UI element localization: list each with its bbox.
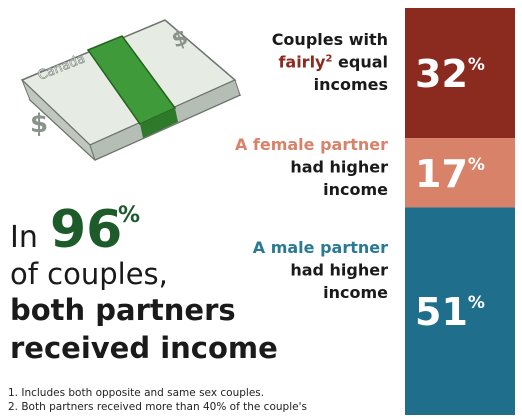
- segment-label: income: [323, 283, 388, 302]
- label-part: A male partner: [253, 238, 388, 257]
- label-part: Couples with: [272, 30, 388, 49]
- label-part: 2: [325, 54, 332, 65]
- segment-label: fairly2 equal: [278, 53, 388, 72]
- segment-label: incomes: [314, 75, 388, 94]
- value-label: 51%: [415, 290, 485, 334]
- bar-segment: [405, 8, 515, 139]
- label-part: fairly: [278, 53, 326, 72]
- value-label: 17%: [415, 152, 485, 196]
- segment-label: had higher: [290, 261, 388, 280]
- bar-segment: [405, 207, 515, 415]
- footnote: 2. Both partners received more than 40% …: [8, 401, 307, 413]
- label-part: A female partner: [235, 135, 388, 154]
- bill-symbol: $: [30, 109, 48, 139]
- headline-line: of couples,: [10, 257, 168, 291]
- headline-unit: %: [118, 203, 140, 228]
- value-number: 51: [415, 290, 468, 334]
- headline-value: 96: [50, 200, 122, 260]
- bar-segment: [405, 138, 515, 208]
- headline-line: both partners: [10, 293, 236, 327]
- value-number: 17: [415, 152, 468, 196]
- segment-label: had higher: [290, 158, 388, 177]
- value-label: 32%: [415, 52, 485, 96]
- label-part: had higher: [290, 261, 388, 280]
- segment-label: Couples with: [272, 30, 388, 49]
- headline-line: received income: [10, 331, 278, 365]
- value-number: 32: [415, 52, 468, 96]
- value-unit: %: [468, 55, 485, 75]
- label-part: had higher: [290, 158, 388, 177]
- footnote: 1. Includes both opposite and same sex c…: [8, 387, 264, 399]
- label-part: incomes: [314, 75, 388, 94]
- label-part: income: [323, 283, 388, 302]
- segment-label: A female partner: [235, 135, 388, 154]
- value-unit: %: [468, 155, 485, 175]
- label-part: income: [323, 180, 388, 199]
- headline-prefix: In: [10, 220, 38, 255]
- segment-label: A male partner: [253, 238, 388, 257]
- money-illustration: Canada $ $: [20, 19, 242, 161]
- label-part: equal: [332, 53, 388, 72]
- money-band-edge: [140, 108, 178, 138]
- value-unit: %: [468, 293, 485, 313]
- segment-label: income: [323, 180, 388, 199]
